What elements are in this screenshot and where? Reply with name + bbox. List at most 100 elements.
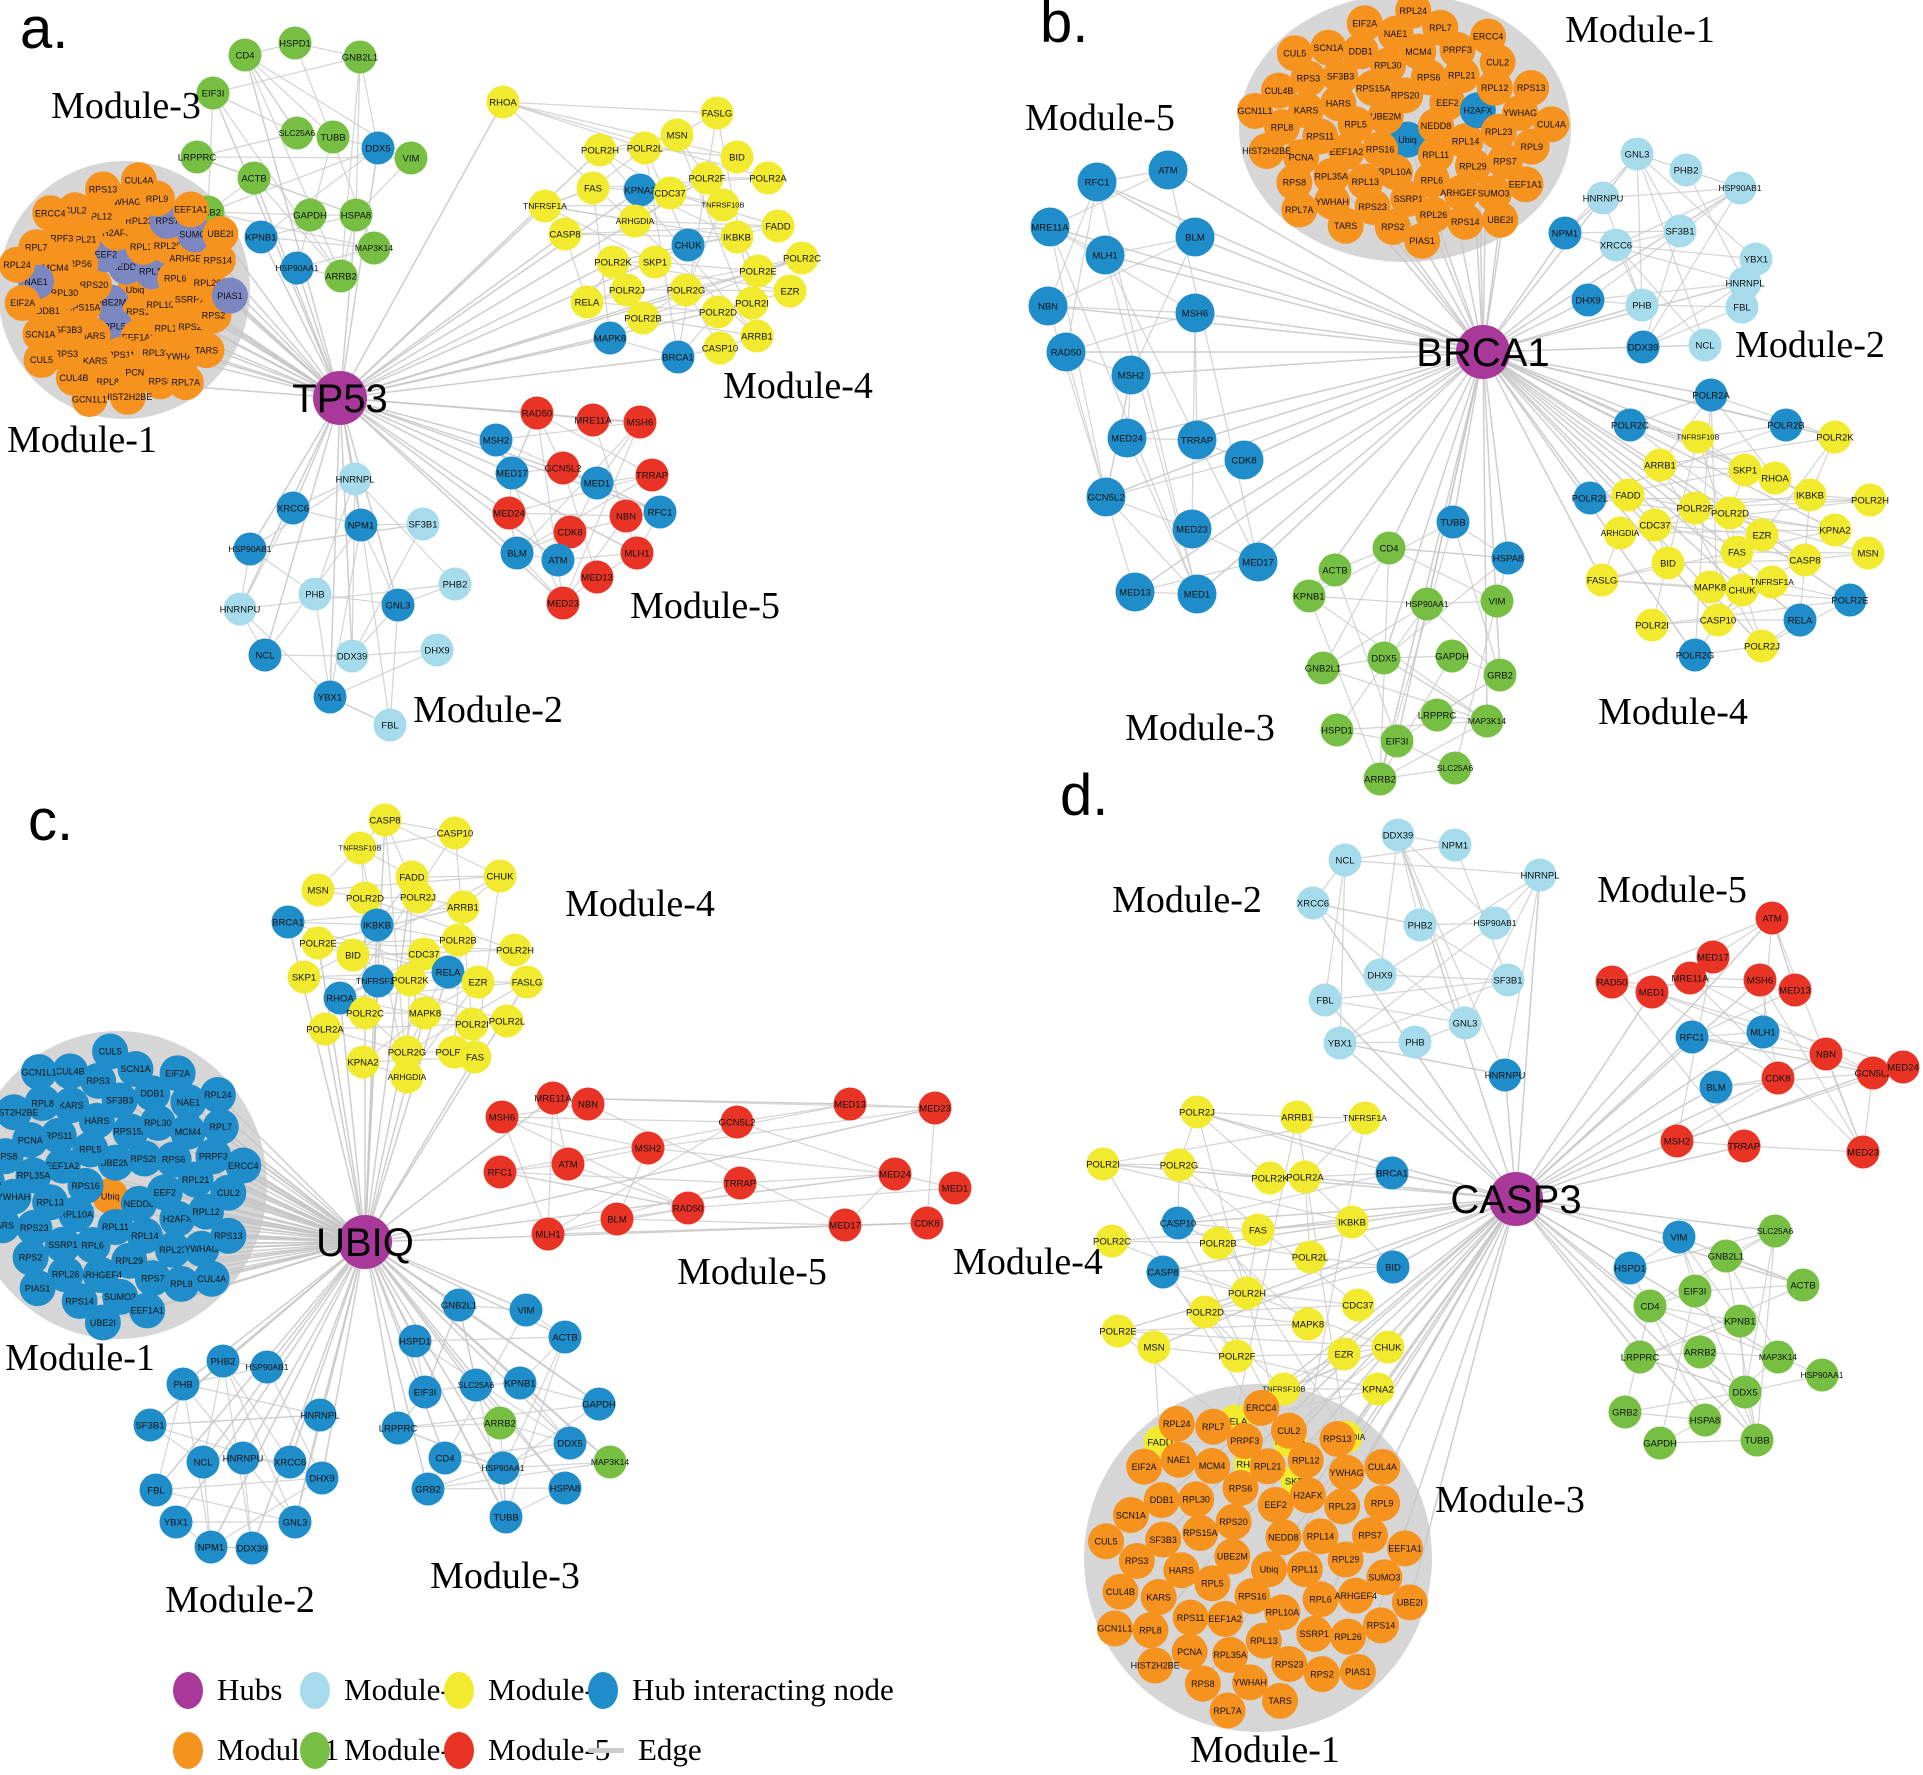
node-CUL2[interactable] [210, 1174, 247, 1211]
node-RPS11[interactable] [40, 1117, 77, 1154]
node-POLR2G[interactable] [669, 273, 703, 307]
node-PHB[interactable] [1398, 1025, 1432, 1059]
node-POLR2D[interactable] [1713, 496, 1747, 530]
node-ARHGDIA[interactable] [1603, 516, 1637, 550]
node-PHB[interactable] [1625, 288, 1659, 322]
node-CUL4A[interactable] [1364, 1448, 1401, 1485]
node-Ubiq[interactable] [1250, 1551, 1287, 1588]
node-TNFRSF1A[interactable] [1348, 1101, 1382, 1135]
node-EIF2A[interactable] [1346, 5, 1383, 42]
node-RPS16[interactable] [1234, 1578, 1271, 1615]
node-CUL4B[interactable] [52, 1053, 89, 1090]
node-EEF1A1[interactable] [1507, 166, 1544, 203]
node-CDK8[interactable] [1224, 440, 1264, 480]
node-RPL26[interactable] [1330, 1618, 1367, 1655]
node-HSPA8[interactable] [548, 1471, 582, 1505]
node-BID[interactable] [720, 140, 754, 174]
node-ACTB[interactable] [1786, 1268, 1820, 1302]
node-RHOA[interactable] [323, 981, 357, 1015]
node-GCN5L2[interactable] [546, 451, 580, 485]
node-PHB2[interactable] [206, 1344, 240, 1378]
node-CASP10[interactable] [1161, 1206, 1195, 1240]
node-CASP8[interactable] [368, 803, 402, 837]
node-UBE2I[interactable] [1391, 1584, 1428, 1621]
node-SKP1[interactable] [638, 245, 672, 279]
node-HSP90AB1[interactable] [233, 532, 267, 566]
node-RFC1[interactable] [1675, 1020, 1709, 1054]
node-MED17[interactable] [1238, 542, 1278, 582]
hub-TP53[interactable] [313, 371, 367, 425]
node-PCNA[interactable] [1171, 1633, 1208, 1670]
node-MSH6[interactable] [1175, 293, 1215, 333]
node-UBE2M[interactable] [1214, 1538, 1251, 1575]
node-EEF1A2[interactable] [44, 1147, 81, 1184]
node-DHX9[interactable] [1363, 958, 1397, 992]
node-CHUK[interactable] [1725, 573, 1759, 607]
node-BLM[interactable] [1699, 1070, 1733, 1104]
node-POLR2A[interactable] [1288, 1160, 1322, 1194]
node-POLR2D[interactable] [1188, 1295, 1222, 1329]
node-ARRB1[interactable] [740, 319, 774, 353]
node-RFC1[interactable] [1077, 162, 1117, 202]
node-GNL3[interactable] [1620, 137, 1654, 171]
node-MSN[interactable] [1851, 536, 1885, 570]
node-POLR2B[interactable] [1769, 408, 1803, 442]
node-H2AFX[interactable] [1289, 1477, 1326, 1514]
node-PIAS1[interactable] [211, 277, 248, 314]
node-EEF1A1[interactable] [129, 1292, 166, 1329]
node-RPL7A[interactable] [167, 364, 204, 401]
node-EIF2A[interactable] [1126, 1448, 1163, 1485]
node-H2AFX[interactable] [159, 1200, 196, 1237]
node-DDX39[interactable] [235, 1531, 269, 1565]
node-POLR2B[interactable] [441, 923, 475, 957]
node-RPL23[interactable] [1324, 1488, 1361, 1525]
node-PIAS1[interactable] [1404, 222, 1441, 259]
node-GCN5L2[interactable] [1856, 1056, 1890, 1090]
node-RPS13[interactable] [210, 1217, 247, 1254]
node-RPL24[interactable] [199, 1076, 236, 1113]
node-XRCC6[interactable] [276, 491, 310, 525]
node-UBE2I[interactable] [1482, 201, 1519, 238]
node-RPL8[interactable] [1132, 1612, 1169, 1649]
node-TRRAP[interactable] [635, 458, 669, 492]
node-POLR2E[interactable] [741, 254, 775, 288]
node-ACTB[interactable] [237, 161, 271, 195]
node-KPNB1[interactable] [1292, 579, 1326, 613]
node-RPL14[interactable] [1302, 1518, 1339, 1555]
node-BLM[interactable] [1175, 217, 1215, 257]
node-RPS23[interactable] [1271, 1646, 1308, 1683]
node-ARHGDIA[interactable] [618, 204, 652, 238]
node-HSP90AB1[interactable] [1478, 906, 1512, 940]
node-CDC37[interactable] [1638, 508, 1672, 542]
node-PHB2[interactable] [1669, 153, 1703, 187]
node-NCL[interactable] [186, 1445, 220, 1479]
node-PHB2[interactable] [1403, 908, 1437, 942]
node-KPNA2[interactable] [346, 1045, 380, 1079]
node-UBE2I[interactable] [84, 1304, 121, 1341]
node-GAPDH[interactable] [1435, 639, 1469, 673]
node-MAPK8[interactable] [1693, 570, 1727, 604]
node-MAP3K14[interactable] [593, 1445, 627, 1479]
node-HSPD1[interactable] [398, 1324, 432, 1358]
node-PHB2[interactable] [438, 567, 472, 601]
node-DDB1[interactable] [1143, 1481, 1180, 1518]
node-ATM[interactable] [551, 1147, 585, 1181]
node-ERCC4[interactable] [1243, 1389, 1280, 1426]
node-ARRB2[interactable] [1363, 762, 1397, 796]
node-TUBB[interactable] [489, 1500, 523, 1534]
node-ERCC4[interactable] [32, 195, 69, 232]
node-EEF1A2[interactable] [1207, 1600, 1244, 1637]
node-NPM1[interactable] [1548, 216, 1582, 250]
node-EIF3I[interactable] [1380, 724, 1414, 758]
node-TARS[interactable] [188, 332, 225, 369]
node-TUBB[interactable] [1740, 1423, 1774, 1457]
node-MED17[interactable] [828, 1208, 862, 1242]
node-GCN5L2[interactable] [720, 1105, 754, 1139]
node-POLR2D[interactable] [701, 295, 735, 329]
node-ACTB[interactable] [548, 1320, 582, 1354]
node-SF3B1[interactable] [133, 1408, 167, 1442]
node-HSPD1[interactable] [278, 26, 312, 60]
node-GCN1L1[interactable] [71, 381, 108, 418]
node-HARS[interactable] [1163, 1552, 1200, 1589]
node-MLH1[interactable] [1085, 235, 1125, 275]
